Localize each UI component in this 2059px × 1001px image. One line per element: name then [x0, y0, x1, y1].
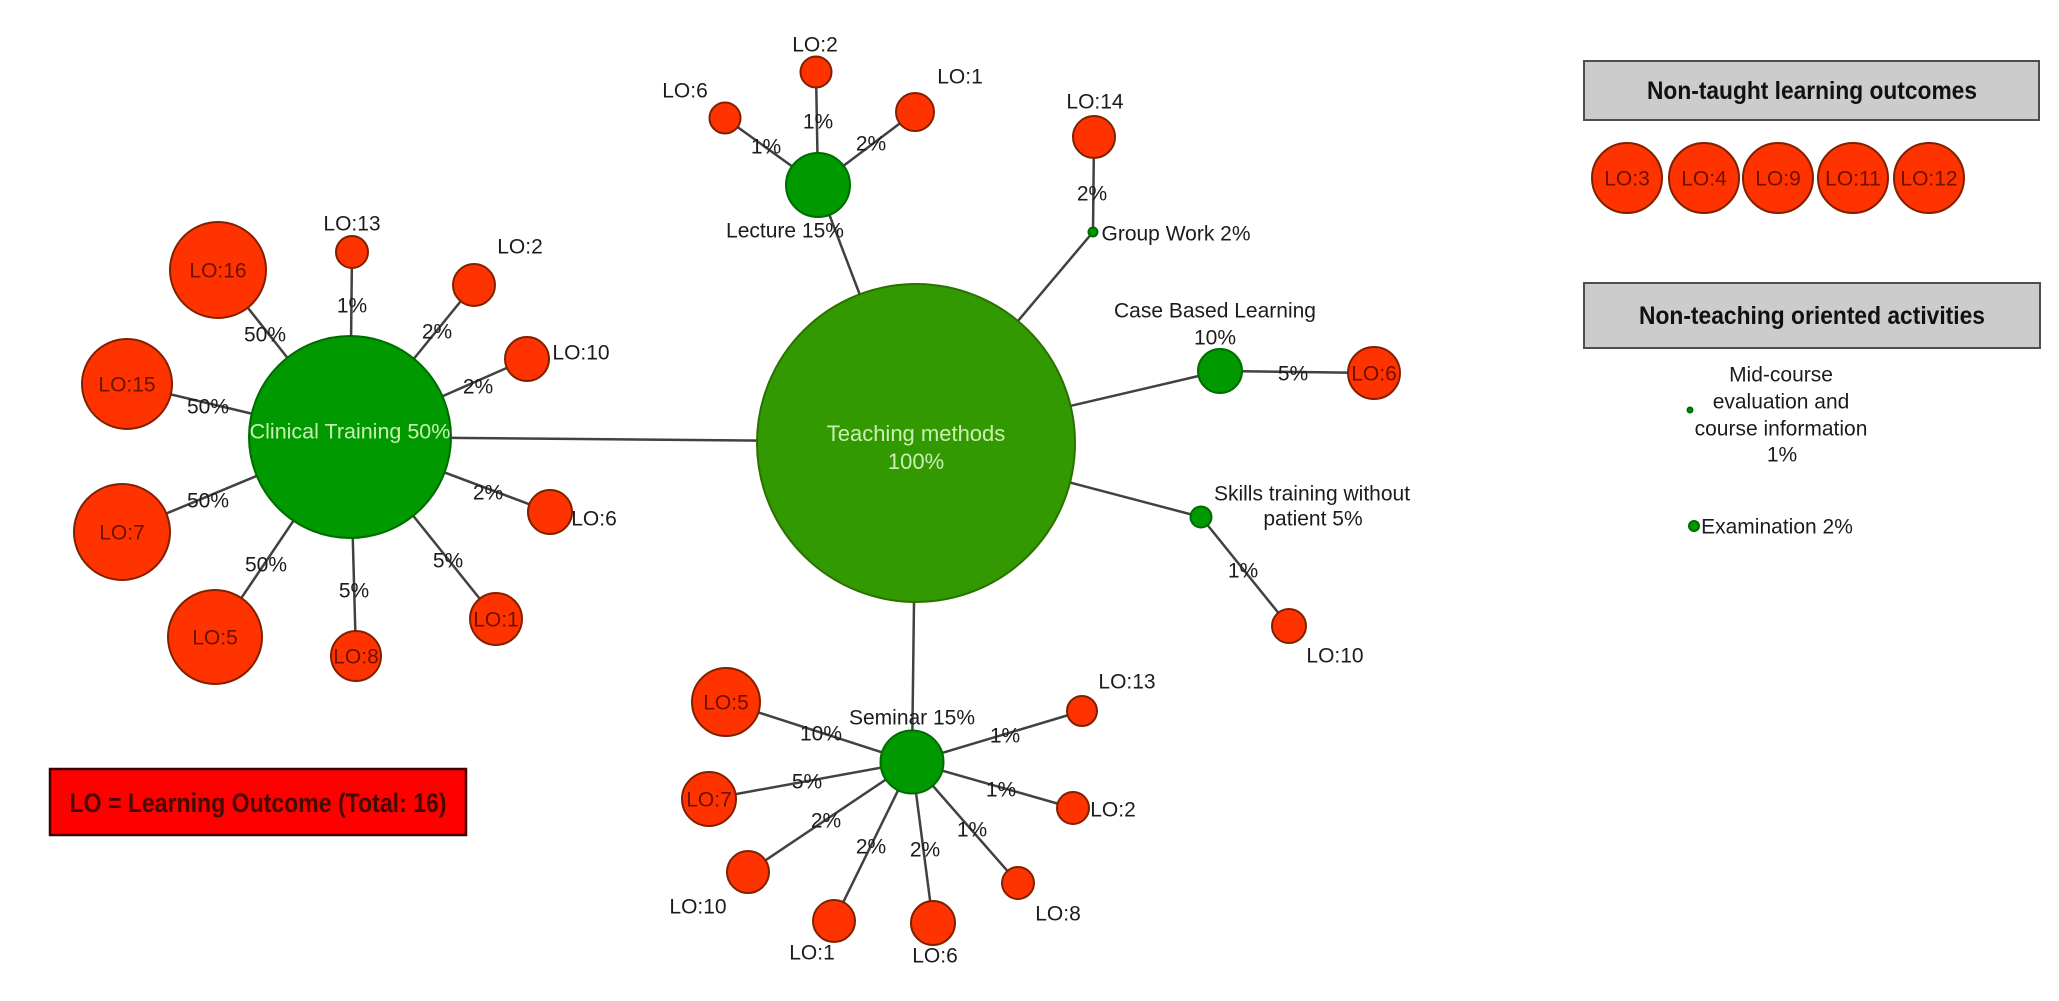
svg-text:2%: 2% — [1077, 183, 1107, 206]
svg-text:LO:1: LO:1 — [937, 66, 983, 89]
svg-text:50%: 50% — [245, 554, 287, 577]
svg-text:LO = Learning Outcome (Total:: LO = Learning Outcome (Total: 16) — [70, 788, 447, 818]
svg-text:1%: 1% — [337, 295, 367, 318]
svg-text:Clinical Training 50%: Clinical Training 50% — [250, 420, 451, 444]
svg-text:patient 5%: patient 5% — [1263, 508, 1362, 531]
svg-text:Group Work 2%: Group Work 2% — [1102, 223, 1251, 246]
svg-text:2%: 2% — [422, 321, 452, 344]
svg-text:LO:8: LO:8 — [333, 646, 379, 669]
svg-text:LO:11: LO:11 — [1825, 168, 1881, 191]
svg-text:LO:2: LO:2 — [497, 236, 543, 259]
svg-text:2%: 2% — [473, 482, 503, 505]
svg-text:1%: 1% — [957, 819, 987, 842]
svg-text:1%: 1% — [990, 725, 1020, 748]
svg-text:LO:4: LO:4 — [1681, 168, 1727, 191]
svg-text:LO:2: LO:2 — [1090, 799, 1136, 822]
svg-text:2%: 2% — [910, 839, 940, 862]
svg-text:1%: 1% — [986, 779, 1016, 802]
svg-text:LO:2: LO:2 — [792, 34, 838, 57]
svg-text:10%: 10% — [1194, 327, 1236, 350]
svg-text:50%: 50% — [244, 324, 286, 347]
svg-text:LO:12: LO:12 — [1900, 168, 1957, 191]
svg-text:1%: 1% — [751, 136, 781, 159]
svg-text:Lecture 15%: Lecture 15% — [726, 220, 844, 243]
svg-text:LO:6: LO:6 — [662, 80, 708, 103]
svg-text:LO:6: LO:6 — [912, 945, 958, 968]
svg-text:2%: 2% — [856, 133, 886, 156]
svg-text:5%: 5% — [433, 550, 463, 573]
svg-text:Non-taught learning outcomes: Non-taught learning outcomes — [1647, 77, 1977, 105]
svg-text:LO:13: LO:13 — [323, 213, 380, 236]
svg-text:1%: 1% — [803, 111, 833, 134]
svg-text:1%: 1% — [1228, 560, 1258, 583]
svg-text:50%: 50% — [187, 490, 229, 513]
svg-text:LO:6: LO:6 — [571, 508, 617, 531]
svg-text:Teaching methods: Teaching methods — [827, 421, 1006, 446]
svg-text:LO:10: LO:10 — [669, 896, 726, 919]
svg-text:Skills training without: Skills training without — [1214, 483, 1410, 506]
svg-text:LO:14: LO:14 — [1066, 91, 1124, 114]
svg-text:2%: 2% — [856, 836, 886, 859]
svg-text:Mid-course: Mid-course — [1729, 364, 1833, 387]
svg-text:LO:1: LO:1 — [473, 609, 519, 632]
svg-text:LO:1: LO:1 — [789, 942, 835, 965]
svg-text:LO:8: LO:8 — [1035, 903, 1081, 926]
svg-text:100%: 100% — [888, 449, 944, 474]
svg-text:LO:10: LO:10 — [1306, 645, 1363, 668]
svg-text:5%: 5% — [339, 580, 369, 603]
svg-text:course information: course information — [1695, 418, 1868, 441]
svg-text:Non-teaching oriented activiti: Non-teaching oriented activities — [1639, 302, 1985, 330]
svg-text:LO:7: LO:7 — [686, 789, 732, 812]
svg-text:5%: 5% — [792, 771, 822, 794]
svg-text:Case Based Learning: Case Based Learning — [1114, 300, 1316, 323]
svg-text:2%: 2% — [811, 810, 841, 833]
svg-text:LO:16: LO:16 — [189, 260, 246, 283]
svg-text:LO:6: LO:6 — [1351, 363, 1397, 386]
svg-text:evaluation and: evaluation and — [1713, 391, 1850, 414]
svg-text:5%: 5% — [1278, 363, 1308, 386]
svg-text:LO:15: LO:15 — [98, 374, 155, 397]
svg-text:Seminar 15%: Seminar 15% — [849, 707, 975, 730]
svg-text:Examination 2%: Examination 2% — [1701, 516, 1853, 539]
svg-text:LO:5: LO:5 — [703, 692, 749, 715]
svg-text:1%: 1% — [1767, 444, 1797, 467]
svg-text:LO:10: LO:10 — [552, 342, 609, 365]
svg-text:LO:13: LO:13 — [1098, 671, 1155, 694]
svg-text:50%: 50% — [187, 396, 229, 419]
svg-text:LO:5: LO:5 — [192, 627, 238, 650]
svg-text:2%: 2% — [463, 376, 493, 399]
svg-text:LO:7: LO:7 — [99, 522, 145, 545]
svg-text:LO:9: LO:9 — [1755, 168, 1801, 191]
svg-text:LO:3: LO:3 — [1604, 168, 1650, 191]
svg-text:10%: 10% — [800, 723, 842, 746]
